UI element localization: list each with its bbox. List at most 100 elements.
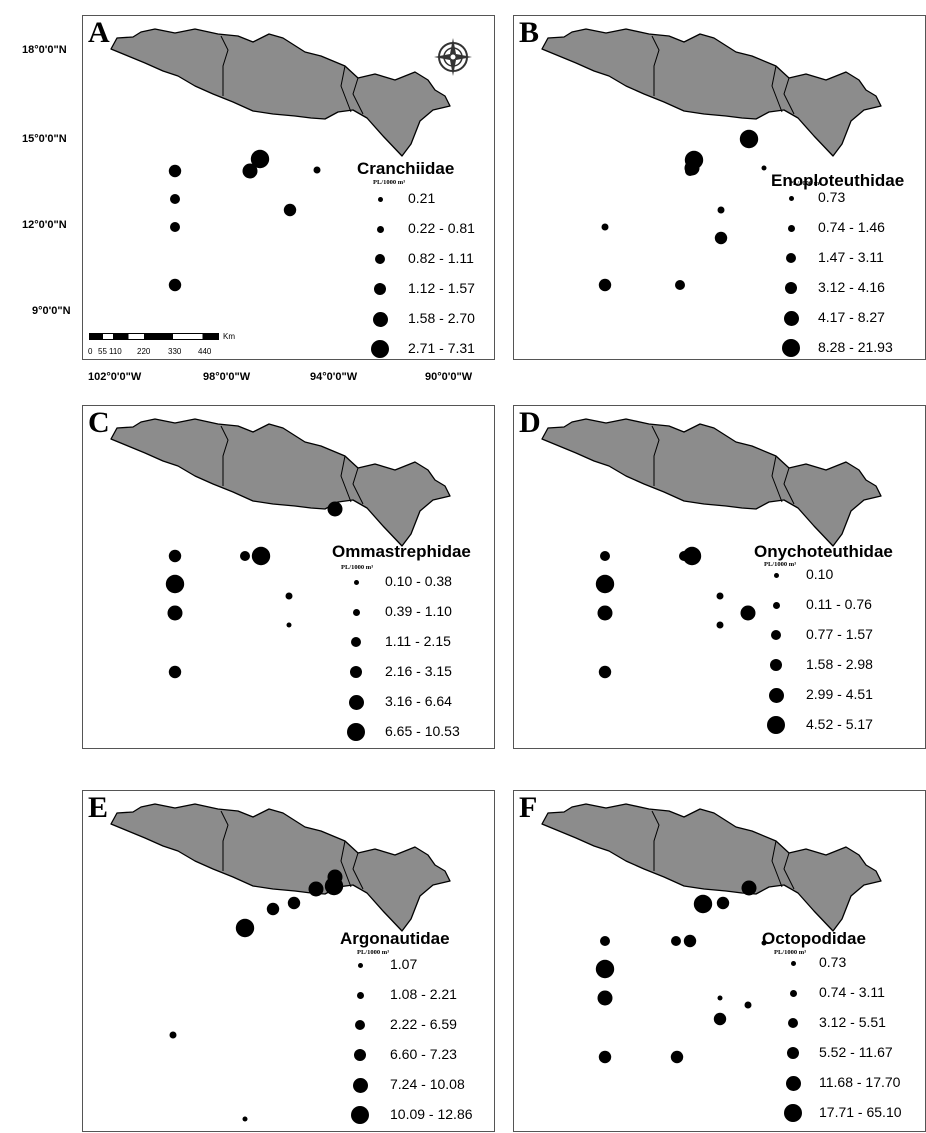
station-dot <box>595 574 615 594</box>
legend-swatch <box>783 1103 803 1123</box>
scale-unit: Km <box>223 332 235 341</box>
station-dot <box>717 995 723 1001</box>
state-border <box>352 852 364 890</box>
legend-label: 0.39 - 1.10 <box>385 603 452 619</box>
map-a <box>110 28 451 292</box>
state-border <box>352 467 364 505</box>
station-dot <box>598 1050 612 1064</box>
legend-label: 1.47 - 3.11 <box>818 249 884 265</box>
legend-swatch <box>372 311 388 327</box>
station-dot <box>597 990 613 1006</box>
station-dot <box>168 164 182 178</box>
station-dot <box>675 280 685 290</box>
state-border <box>651 810 660 871</box>
station-dot <box>739 129 759 149</box>
station-dot <box>167 605 183 621</box>
legend-label: 3.12 - 5.51 <box>819 1014 886 1030</box>
panel-c: C Ommastrephidae PL/1000 m³ 0.10 - 0.38 0… <box>82 405 495 749</box>
legend-label: 0.10 - 0.38 <box>385 573 452 589</box>
state-border <box>783 77 795 115</box>
station-dot <box>598 665 612 679</box>
legend-label: 10.09 - 12.86 <box>390 1106 473 1122</box>
legend-label: 0.82 - 1.11 <box>408 250 474 266</box>
station-dot <box>283 203 297 217</box>
state-border <box>771 455 783 503</box>
state-border <box>220 810 229 871</box>
coastline-land <box>541 28 882 157</box>
coastline-land <box>110 28 451 157</box>
legend-swatch <box>787 224 795 232</box>
station-dot <box>716 592 724 600</box>
station-dot <box>684 150 704 170</box>
station-dot <box>600 936 610 946</box>
scale-tick: 330 <box>168 347 182 356</box>
latitude-label: 9°0'0"N <box>32 305 71 317</box>
legend-swatch <box>349 665 363 679</box>
state-border <box>771 840 783 888</box>
state-border <box>340 65 352 113</box>
legend-label: 0.74 - 3.11 <box>819 984 885 1000</box>
legend-unit: PL/1000 m³ <box>357 949 390 956</box>
station-dot <box>601 223 609 231</box>
map-d <box>541 418 882 679</box>
station-dot <box>250 149 270 169</box>
legend-label: 1.08 - 2.21 <box>390 986 457 1002</box>
panel-letter: B <box>519 16 540 49</box>
legend-title: Argonautidae <box>340 929 450 948</box>
legend-swatch <box>771 630 781 640</box>
station-dot <box>716 621 724 629</box>
station-dot <box>240 551 250 561</box>
legend-swatch <box>768 687 784 703</box>
station-dot <box>168 549 182 563</box>
station-dot <box>242 1116 248 1122</box>
legend-label: 0.73 <box>819 954 847 970</box>
legend-unit: PL/1000 m³ <box>774 949 807 956</box>
legend-label: 1.58 - 2.98 <box>806 656 873 672</box>
legend-label: 0.77 - 1.57 <box>806 626 873 642</box>
station-dot <box>308 881 324 897</box>
state-border <box>783 852 795 890</box>
station-dot <box>285 592 293 600</box>
station-dot <box>671 936 681 946</box>
legend-swatch <box>348 694 364 710</box>
state-border <box>340 840 352 888</box>
station-dot <box>714 231 728 245</box>
state-border <box>783 467 795 505</box>
legend-label: 1.11 - 2.15 <box>385 633 451 649</box>
legend-label: 4.52 - 5.17 <box>806 716 873 732</box>
legend-label: 2.22 - 6.59 <box>390 1016 457 1032</box>
station-dot <box>744 1001 752 1009</box>
legend-unit: PL/1000 m³ <box>341 564 374 571</box>
legend-label: 0.73 <box>818 189 846 205</box>
legend-unit: PL/1000 m³ <box>764 561 797 568</box>
legend-label: 0.10 <box>806 566 834 582</box>
panel-a: A Km 0 55 110 220 330 440 Cranchiidae PL… <box>82 15 495 360</box>
panel-letter: A <box>88 16 110 49</box>
legend-label: 3.16 - 6.64 <box>385 693 452 709</box>
station-dot <box>600 551 610 561</box>
map-e <box>110 803 451 1122</box>
legend-title: Octopodidae <box>762 929 866 948</box>
scale-tick: 440 <box>198 347 212 356</box>
legend-swatch <box>786 1046 800 1060</box>
panel-letter: E <box>88 791 109 824</box>
latitude-label: 18°0'0"N <box>22 44 67 56</box>
legend-swatch <box>790 960 796 966</box>
station-dot <box>595 959 615 979</box>
legend-swatch <box>373 282 387 296</box>
station-dot <box>168 665 182 679</box>
station-dot <box>169 1031 177 1039</box>
station-dot <box>598 278 612 292</box>
legend-swatch <box>789 989 797 997</box>
station-dot <box>761 940 767 946</box>
state-border <box>651 35 660 96</box>
legend-label: 1.07 <box>390 956 418 972</box>
legend-label: 0.21 <box>408 190 436 206</box>
legend-swatch <box>352 1077 368 1093</box>
legend-swatch <box>370 339 390 359</box>
legend-unit: PL/1000 m³ <box>373 179 406 186</box>
station-dot <box>170 194 180 204</box>
panel-b: B Enoploteuthidae PL/1000 m³ 0.73 0.74 - … <box>513 15 926 360</box>
station-dot <box>165 574 185 594</box>
panel-letter: D <box>519 406 541 439</box>
